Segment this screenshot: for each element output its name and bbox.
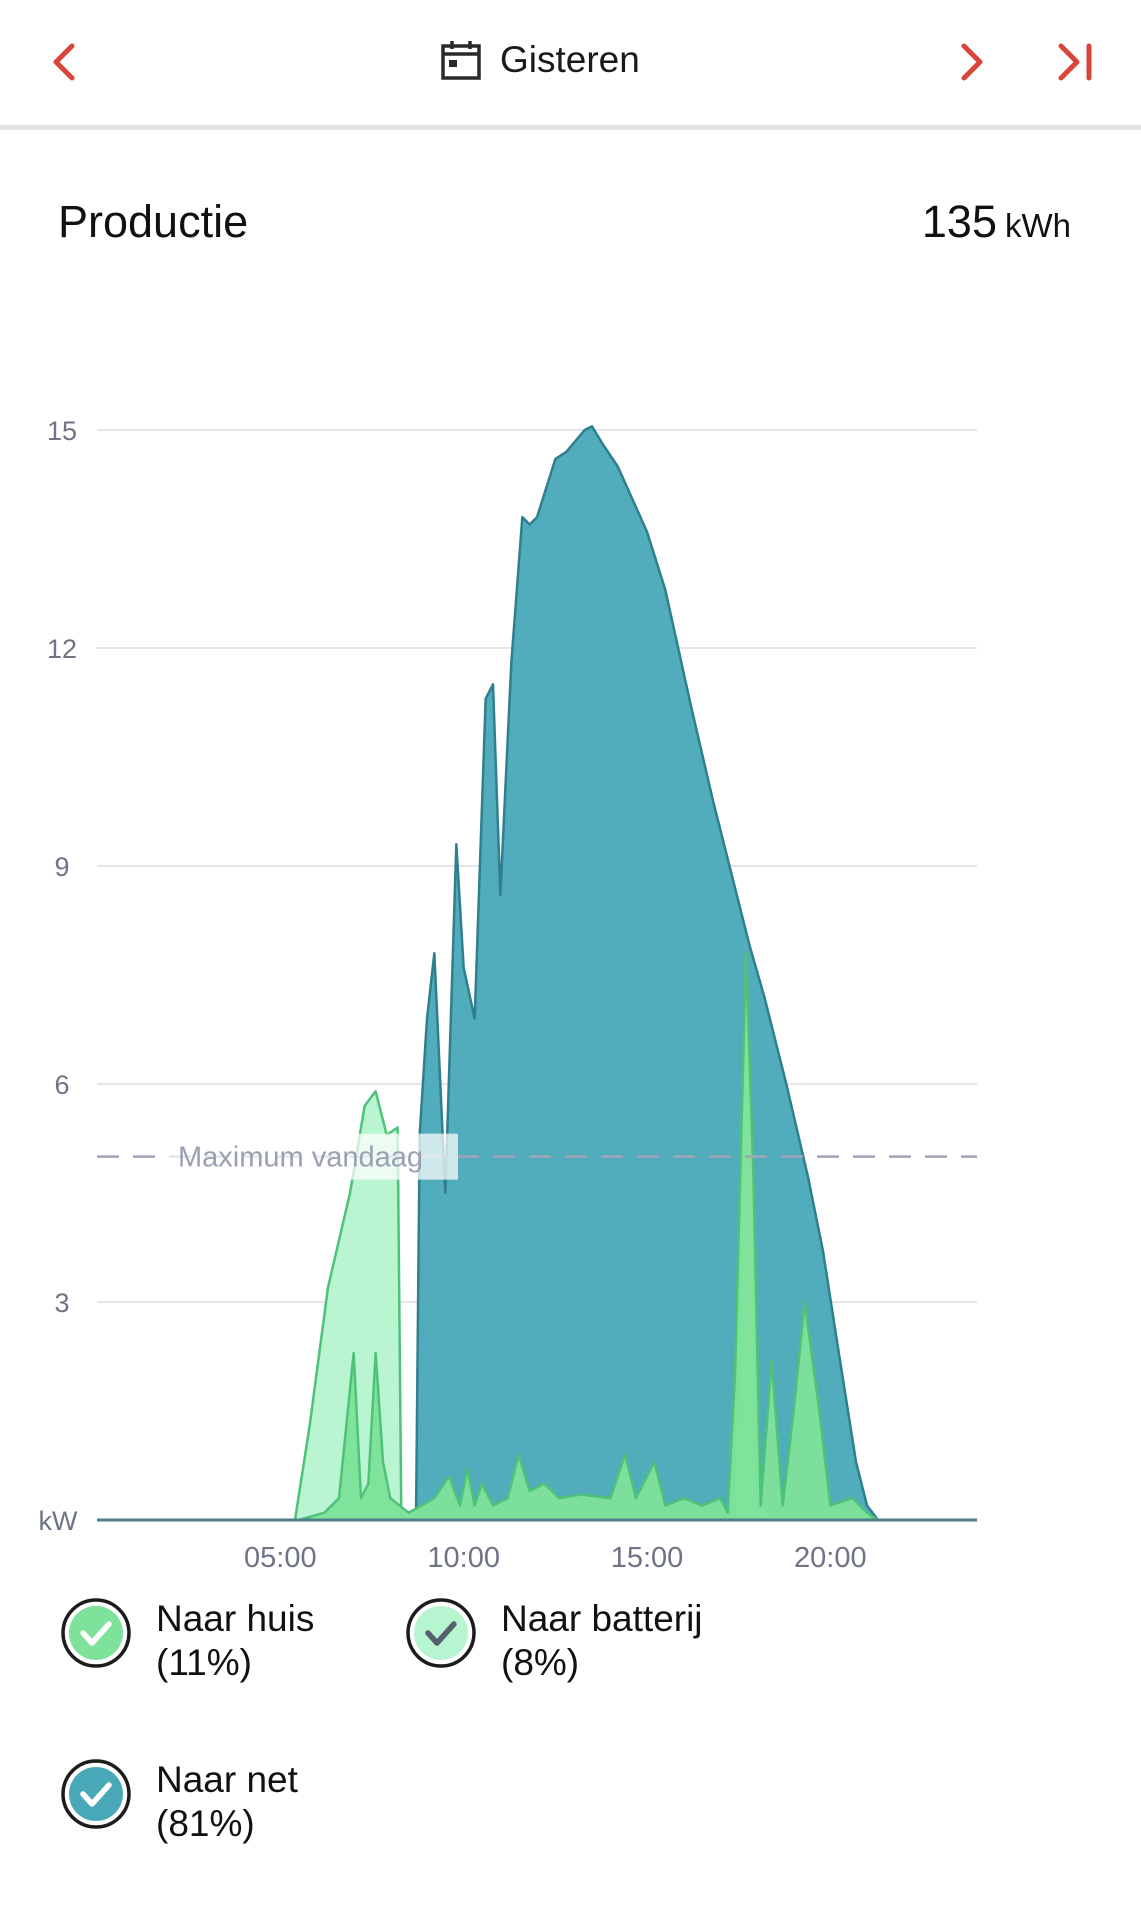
x-tick-label: 20:00 [794,1542,867,1574]
production-total-value: 135 [921,196,997,247]
chevron-right-icon [961,43,983,81]
x-tick-label: 10:00 [427,1542,500,1574]
legend-percent: (11%) [156,1642,252,1683]
y-tick-label: 12 [47,634,77,664]
legend-item-naar-net[interactable]: Naar net (81%) [60,1758,298,1846]
y-tick-label: 15 [47,416,77,446]
legend-percent: (81%) [156,1803,255,1844]
x-tick-label: 05:00 [244,1542,317,1574]
reference-line-label: Maximum vandaag [178,1142,423,1174]
last-day-button[interactable] [1045,32,1105,92]
reference-label-bg [168,1133,458,1180]
legend-item-naar-huis[interactable]: Naar huis (11%) [60,1597,314,1685]
section-title: Productie [58,196,249,247]
y-unit-label: kW [39,1506,79,1536]
next-day-button[interactable] [940,32,1000,92]
y-tick-label: 9 [54,852,69,882]
page-title: Gisteren [500,39,640,80]
production-total-unit: kWh [1005,207,1071,244]
top-bar: Gisteren [0,0,1141,130]
calendar-icon [441,41,481,80]
legend-label: Naar net [156,1759,298,1800]
production-chart: 3 6 9 12 15 kW Maximum vandaag 05:00 10:00 15:00 2… [39,416,977,1574]
skip-to-end-icon [1058,43,1092,81]
checkmark-icon [61,1759,131,1829]
checkmark-icon [406,1598,476,1668]
checkmark-icon [61,1598,131,1668]
legend-label: Naar huis [156,1598,315,1639]
legend-percent: (8%) [501,1642,580,1683]
line-naar-huis [97,951,977,1522]
y-tick-label: 6 [54,1070,69,1100]
y-tick-label: 3 [54,1288,69,1318]
legend-label: Naar batterij [501,1598,703,1639]
area-naar-net [97,426,977,1520]
production-total: 135 kWh [922,196,1071,248]
chevron-left-icon [53,43,75,81]
legend-item-naar-batterij[interactable]: Naar batterij (8%) [405,1597,703,1685]
date-picker-button[interactable]: Gisteren [440,30,640,90]
x-tick-label: 15:00 [611,1542,684,1574]
previous-day-button[interactable] [36,32,96,92]
